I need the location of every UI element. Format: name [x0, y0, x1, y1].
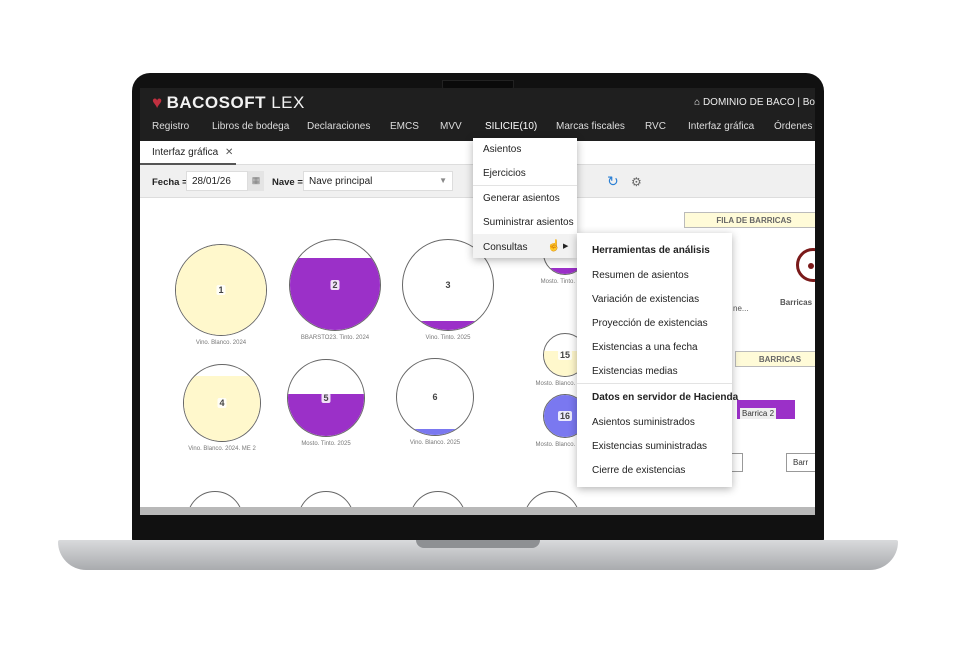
tank-fill — [184, 376, 260, 441]
fecha-input[interactable]: 28/01/26 — [186, 171, 248, 191]
tank-number: 3 — [443, 280, 453, 290]
tank-caption: Mosto. Tinto. GAP — [540, 279, 590, 285]
menu-ejercicios[interactable]: Ejercicios — [483, 168, 526, 179]
laptop-base-notch — [416, 540, 540, 548]
calendar-icon[interactable]: ▦ — [248, 171, 264, 191]
barrica-2-label: Barrica 2 — [740, 408, 777, 419]
menu-asientos[interactable]: Asientos — [483, 144, 522, 155]
menu-existencias-medias[interactable]: Existencias medias — [592, 366, 678, 377]
menu-variacion-existencias[interactable]: Variación de existencias — [592, 294, 700, 305]
menu-proyeccion-existencias[interactable]: Proyección de existencias — [592, 318, 708, 329]
hand-cursor-icon: ☝ — [547, 240, 561, 252]
brand-name: BACOSOFT — [166, 93, 266, 112]
tank-caption: Vino. Blanco. 2024 — [195, 340, 247, 346]
menu-existencias-suministradas[interactable]: Existencias suministradas — [592, 441, 708, 452]
home-icon: ⌂ — [694, 97, 701, 108]
tank-caption: Vino. Blanco. 2025 — [409, 440, 461, 446]
tank-number: 2 — [330, 280, 340, 290]
caret-right-icon: ▶ — [563, 243, 569, 250]
close-icon[interactable]: ✕ — [224, 147, 234, 158]
fila-barricas-header: FILA DE BARRICAS — [684, 212, 815, 228]
tank-caption: Vino. Blanco. 2024. ME 2 — [188, 446, 256, 452]
nav-libros[interactable]: Libros de bodega — [212, 121, 290, 132]
nave-label: Nave = — [272, 177, 303, 188]
tank-number: 15 — [557, 350, 573, 360]
tank-1[interactable]: 1 — [175, 244, 267, 336]
barricas-label: Barricas — [780, 298, 813, 307]
tank-caption: Vino. Tinto. 2025 — [425, 335, 471, 341]
tank-6[interactable]: 6 — [396, 358, 474, 436]
menu-existencias-fecha[interactable]: Existencias a una fecha — [592, 342, 698, 353]
menu-suministrar-asientos[interactable]: Suministrar asientos — [483, 217, 574, 228]
app-header: ♥ BACOSOFT LEX ⌂ DOMINIO DE BACO | Bo Reg… — [140, 88, 815, 141]
menu-asientos-suministrados[interactable]: Asientos suministrados — [592, 417, 695, 428]
nav-silicie[interactable]: SILICIE(10) — [485, 121, 538, 132]
wine-glass-icon: ♥ — [152, 93, 163, 112]
section-hacienda: Datos en servidor de Hacienda — [592, 392, 739, 403]
tank-2[interactable]: 2 — [289, 239, 381, 331]
tank-number: 16 — [557, 411, 573, 421]
tank-4[interactable]: 4 — [183, 364, 261, 442]
tab-interfaz-grafica[interactable]: Interfaz gráfica ✕ — [140, 141, 236, 165]
nave-select[interactable]: Nave principal ▼ — [303, 171, 453, 191]
nav-interfaz[interactable]: Interfaz gráfica — [688, 121, 755, 132]
barrica-slot-2[interactable]: Barr — [786, 453, 815, 472]
silicie-dropdown: Asientos Ejercicios Generar asientos Sum… — [473, 138, 577, 258]
section-herramientas: Herramientas de análisis — [592, 245, 710, 256]
nav-rvc[interactable]: RVC — [645, 121, 666, 132]
tank-fill — [403, 321, 493, 330]
tank-number: 4 — [217, 398, 227, 408]
menu-resumen-asientos[interactable]: Resumen de asientos — [592, 270, 689, 281]
menu-consultas[interactable]: Consultas ☝ ▶ — [473, 234, 577, 258]
nav-marcas[interactable]: Marcas fiscales — [556, 121, 625, 132]
fecha-label: Fecha = — [152, 177, 188, 188]
horizontal-scrollbar[interactable] — [140, 507, 815, 515]
tank-5[interactable]: 5 — [287, 359, 365, 437]
refresh-icon[interactable]: ↻ — [607, 173, 619, 189]
tank-caption: BBARSTO23. Tinto. 2024 — [300, 335, 370, 341]
tank-fill — [397, 428, 473, 435]
tank-caption: Mosto. Blanco. GAP 1 — [535, 381, 595, 387]
domain-text: DOMINIO DE BACO | Bo — [702, 97, 815, 108]
tank-caption: Mosto. Tinto. 2025 — [301, 441, 351, 447]
nav-emcs[interactable]: EMCS — [390, 121, 419, 132]
tank-fill — [290, 258, 380, 330]
brand-logo[interactable]: ♥ BACOSOFT LEX — [152, 93, 305, 113]
tank-fill — [544, 267, 586, 274]
nave-value: Nave principal — [309, 176, 373, 187]
nav-registro[interactable]: Registro — [152, 121, 190, 132]
tank-number: 5 — [321, 393, 331, 403]
tab-label: Interfaz gráfica — [152, 147, 219, 158]
brand-suffix: LEX — [271, 93, 305, 112]
gear-icon[interactable]: ⚙ — [631, 175, 642, 189]
nav-mvv[interactable]: MVV — [440, 121, 462, 132]
barrica-2[interactable]: Barrica 2 — [737, 400, 795, 419]
menu-consultas-label: Consultas — [483, 242, 528, 253]
app-screen: ♥ BACOSOFT LEX ⌂ DOMINIO DE BACO | Bo Reg… — [140, 88, 815, 515]
menu-cierre-existencias[interactable]: Cierre de existencias — [592, 465, 686, 476]
nav-declaraciones[interactable]: Declaraciones — [307, 121, 371, 132]
menu-generar-asientos[interactable]: Generar asientos — [483, 193, 560, 204]
tank-caption: Mosto. Blanco. GAP 1 — [535, 442, 595, 448]
nav-ordenes[interactable]: Órdenes d — [774, 121, 815, 132]
tank-number: 6 — [430, 392, 440, 402]
barricas-header: BARRICAS — [735, 351, 815, 367]
truncated-label: ne... — [733, 304, 749, 313]
chevron-down-icon: ▼ — [439, 176, 447, 185]
barrel-icon[interactable] — [796, 248, 815, 282]
consultas-submenu: Herramientas de análisis Resumen de asie… — [577, 233, 738, 487]
domain-label[interactable]: ⌂ DOMINIO DE BACO | Bo — [694, 97, 815, 108]
tank-number: 1 — [216, 285, 226, 295]
